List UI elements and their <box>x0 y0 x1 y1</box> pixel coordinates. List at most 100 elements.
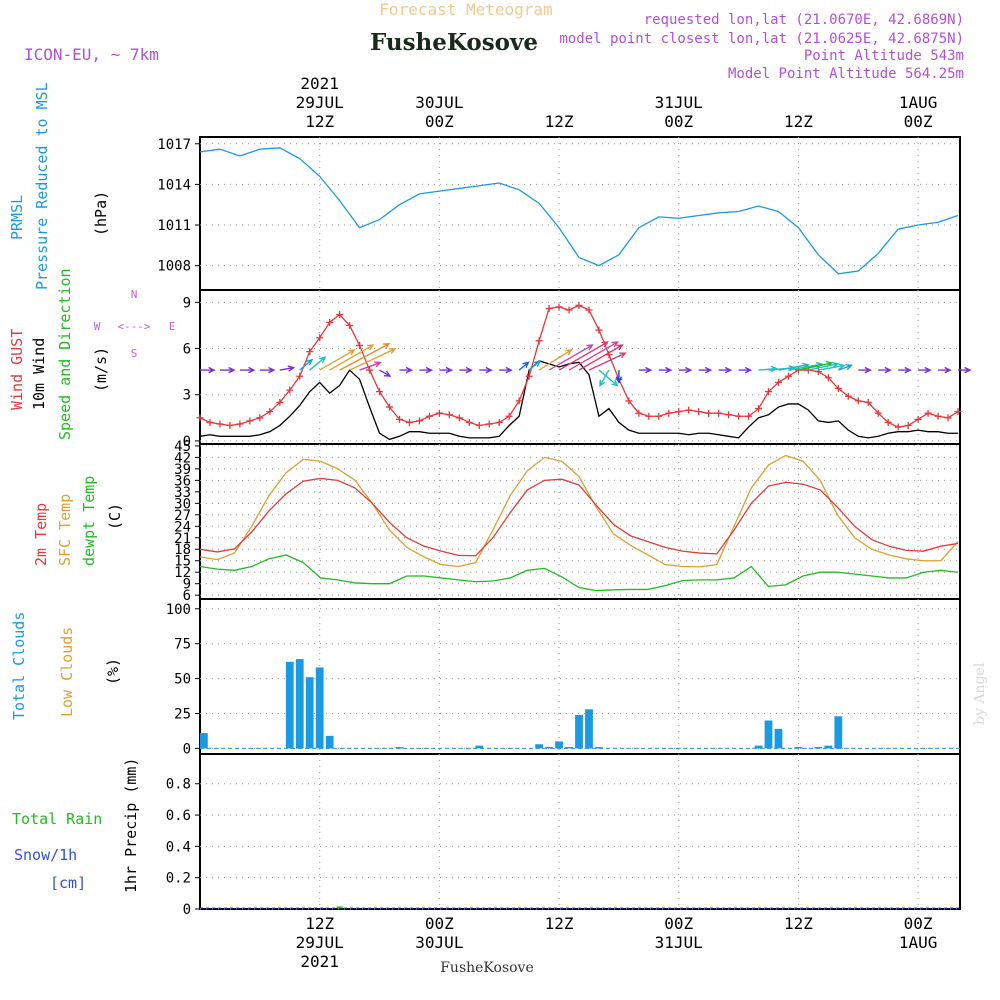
clouds-ytick-label: 75 <box>174 637 191 653</box>
wind-gust-marker <box>725 411 733 419</box>
wind-direction-arrow <box>838 363 853 371</box>
wind-gust-marker <box>485 420 493 428</box>
precip-frame <box>199 753 961 910</box>
wind-gust-marker <box>864 398 872 406</box>
wind-direction-arrow <box>538 349 573 371</box>
wind-gust-marker <box>395 415 403 423</box>
wind-direction-arrow <box>499 366 513 374</box>
wind-direction-arrow <box>309 356 327 371</box>
wind-gust-marker <box>675 408 683 416</box>
wind-gust-marker <box>216 420 224 428</box>
cloud-bar <box>774 728 783 749</box>
bottom-time-label: 29JUL <box>296 933 344 952</box>
top-time-label: 00Z <box>425 112 454 131</box>
wind-gust-marker <box>405 418 413 426</box>
wind-gust-marker <box>266 408 274 416</box>
top-time-label: 12Z <box>784 112 813 131</box>
clouds-panel: 0 25 50 75 100 <box>166 598 961 757</box>
wind-direction-arrow <box>518 361 530 371</box>
model-label: ICON-EU, ~ 7km <box>24 45 159 64</box>
wind-gust-marker <box>944 414 952 422</box>
precip-panel: 0 0.2 0.4 0.6 0.8 <box>166 753 961 918</box>
wind-direction-arrow <box>479 366 493 374</box>
wind-gust-marker <box>236 420 244 428</box>
wind-speed-label: Speed and Direction <box>56 268 74 440</box>
wind-gust-marker <box>356 341 364 349</box>
temp-ytick-label: 18 <box>174 542 191 558</box>
wind-gust-marker <box>844 392 852 400</box>
top-time-label: 31JUL <box>655 93 703 112</box>
chart-title: Forecast Meteogram <box>379 0 552 19</box>
wind-gust-marker <box>784 372 792 380</box>
wind-direction-arrow <box>439 366 453 374</box>
wind-gust-marker <box>735 412 743 420</box>
cloud-bar <box>555 741 563 749</box>
cloud-bar <box>595 747 603 749</box>
wind-ytick-label: 6 <box>183 342 191 358</box>
precip-ytick-label: 0.2 <box>166 871 191 887</box>
temp-ytick-label: 30 <box>174 496 191 512</box>
precip-ytick-label: 0.6 <box>166 808 191 824</box>
bottom-time-label: 31JUL <box>655 933 703 952</box>
location-title: FusheKosove <box>370 29 538 56</box>
wind-gust-marker <box>685 406 693 414</box>
temp-frame <box>199 443 961 600</box>
wind-gust-marker <box>525 372 533 380</box>
wind-gust-marker <box>306 348 314 356</box>
compass-we-arrow: <---> <box>117 320 150 333</box>
wind-direction-arrow <box>658 366 673 374</box>
wind-gust-marker <box>874 409 882 417</box>
compass-west: W <box>94 320 101 333</box>
pressure-unit: (hPa) <box>92 191 110 236</box>
precip-ytick-label: 0.8 <box>166 777 191 793</box>
wind-direction-arrow <box>698 366 713 374</box>
wind-direction-arrow <box>599 369 610 388</box>
temp-ytick-label: 6 <box>183 588 191 604</box>
wind-gust-marker <box>894 423 902 431</box>
wind-gust-marker <box>834 385 842 393</box>
cloud-bar <box>325 735 334 749</box>
wind-gust-marker <box>625 397 633 405</box>
wind-gust-marker <box>924 409 932 417</box>
wind-ytick-label: 0 <box>183 434 191 450</box>
wind-gust-marker <box>814 368 822 376</box>
wind-gust-marker <box>425 412 433 420</box>
wind-gust-marker <box>715 409 723 417</box>
wind-ytick-label: 9 <box>183 295 191 311</box>
precip-ytick-label: 0.4 <box>166 839 191 855</box>
wind-gust-marker <box>635 409 643 417</box>
wind-direction-arrow <box>528 360 542 371</box>
top-time-label: 00Z <box>664 112 693 131</box>
temp-sfc-label: SFC Temp <box>56 494 74 566</box>
wind-gust-marker <box>824 374 832 382</box>
wind-panel: 0 3 6 9 <box>183 289 972 450</box>
wind-gust-marker <box>705 409 713 417</box>
compass-south: S <box>131 347 138 360</box>
wind-direction-arrow <box>329 344 375 371</box>
wind-gust-marker <box>854 397 862 405</box>
cloud-bar <box>305 677 314 749</box>
wind-direction-arrow <box>419 366 434 374</box>
wind-gust-marker <box>884 418 892 426</box>
wind-gust-marker <box>565 306 573 314</box>
cloud-bar <box>764 720 773 749</box>
wind-direction-arrow <box>598 369 619 387</box>
wind-direction-arrow <box>568 341 619 371</box>
top-time-label: 1AUG <box>899 93 938 112</box>
credit-watermark: by Angel <box>972 662 988 725</box>
temp-ytick-label: 42 <box>174 450 191 466</box>
wind-direction-arrow <box>459 366 473 374</box>
bottom-time-label: 12Z <box>305 914 334 933</box>
temp-unit: (C) <box>106 503 124 530</box>
bottom-time-label: 30JUL <box>415 933 463 952</box>
cloud-bar <box>315 667 324 749</box>
pressure-ytick-label: 1014 <box>157 177 191 193</box>
cloud-bar <box>585 709 593 749</box>
pressure-ytick-label: 1008 <box>157 259 191 275</box>
wind-direction-arrow <box>219 366 236 374</box>
wind-gust-marker <box>346 321 354 329</box>
point-altitude: Point Altitude 543m <box>804 48 964 64</box>
compass-rose: N S W E <---> <box>94 288 176 360</box>
wind-gust-marker <box>455 414 463 422</box>
